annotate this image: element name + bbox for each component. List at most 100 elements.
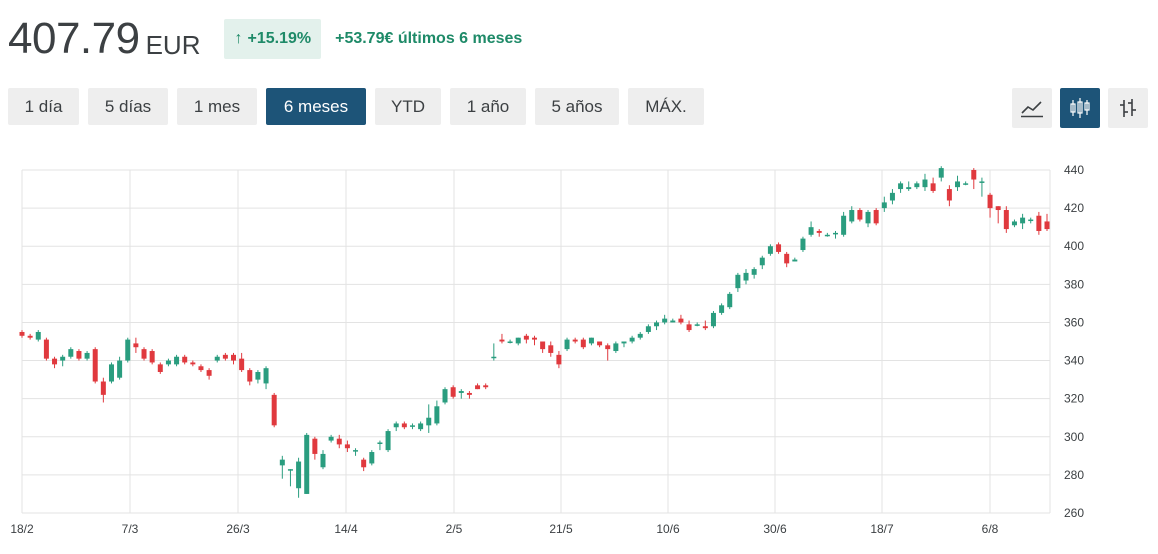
x-tick-label: 18/7 xyxy=(870,522,894,536)
price-chart[interactable]: 260 280 300 320 340 360 380 400 420 440 18/2 7/3 26/… xyxy=(0,150,1158,554)
candle-body xyxy=(694,324,700,326)
compare-button[interactable] xyxy=(1108,88,1148,128)
candle xyxy=(1011,219,1017,228)
candle xyxy=(873,208,879,226)
candle xyxy=(889,189,895,205)
candle xyxy=(499,333,505,344)
range-6-months-button[interactable]: 6 meses xyxy=(266,88,366,125)
candle-body xyxy=(475,385,481,390)
candle-body xyxy=(328,436,334,441)
candle xyxy=(174,354,180,367)
candle xyxy=(125,337,131,363)
candle xyxy=(182,354,188,365)
candle xyxy=(426,404,432,433)
candle xyxy=(792,257,798,262)
x-tick-label: 18/2 xyxy=(10,522,34,536)
range-max-button[interactable]: MÁX. xyxy=(628,88,704,125)
candle xyxy=(108,362,114,384)
candle xyxy=(304,432,310,494)
y-tick-label: 320 xyxy=(1064,392,1084,406)
candle-body xyxy=(141,349,147,359)
candle-body xyxy=(499,339,505,342)
candle xyxy=(458,389,464,399)
candle xyxy=(418,421,424,432)
candle-body xyxy=(76,351,82,359)
candle-body xyxy=(556,354,562,365)
candle-body xyxy=(361,459,367,468)
range-1-month-button[interactable]: 1 mes xyxy=(177,88,257,125)
candle xyxy=(670,318,676,323)
candle xyxy=(637,331,643,340)
candle-body xyxy=(605,345,611,350)
candle-body xyxy=(214,356,220,361)
candle-body xyxy=(662,318,668,323)
candle xyxy=(702,320,708,331)
candle xyxy=(1028,217,1034,224)
candle xyxy=(507,339,513,344)
change-percent-badge: ↑ +15.19% xyxy=(224,19,322,59)
candle xyxy=(694,322,700,327)
candle-body xyxy=(320,453,326,468)
candle-body xyxy=(35,331,41,340)
candle xyxy=(401,421,407,430)
candle xyxy=(206,368,212,380)
candle xyxy=(263,366,269,390)
candle xyxy=(198,364,204,372)
range-5-years-button[interactable]: 5 años xyxy=(535,88,619,125)
x-tick-label: 10/6 xyxy=(656,522,680,536)
candle xyxy=(898,181,904,193)
range-1-year-button[interactable]: 1 año xyxy=(450,88,526,125)
candle xyxy=(149,349,155,365)
candle-body xyxy=(353,450,359,452)
candle-body xyxy=(1028,219,1034,222)
candle xyxy=(849,206,855,224)
line-chart-button[interactable] xyxy=(1012,88,1052,128)
candle xyxy=(678,314,684,325)
candle-body xyxy=(271,394,277,426)
candle-body xyxy=(792,259,798,262)
x-tick-label: 2/5 xyxy=(446,522,463,536)
candle xyxy=(165,358,171,367)
candle xyxy=(133,337,139,353)
candle xyxy=(84,351,90,361)
candle-body xyxy=(743,272,749,281)
candle xyxy=(564,337,570,352)
candle xyxy=(621,341,627,348)
candle xyxy=(320,450,326,470)
candle-body xyxy=(418,423,424,430)
candle-body xyxy=(613,343,619,352)
candle xyxy=(808,221,814,237)
x-tick-label: 6/8 xyxy=(982,522,999,536)
candle-body xyxy=(198,366,204,371)
candle-body xyxy=(206,370,212,376)
candle-body xyxy=(735,274,741,289)
candle xyxy=(955,175,961,191)
candle xyxy=(450,385,456,399)
chart-type-toolbar xyxy=(1012,88,1156,128)
candle-body xyxy=(621,341,627,344)
candle xyxy=(654,320,660,331)
candle xyxy=(239,352,245,372)
arrow-up-icon: ↑ xyxy=(234,30,243,47)
candle-body xyxy=(222,354,228,359)
candle xyxy=(296,457,302,498)
candle xyxy=(369,450,375,466)
range-1-day-button[interactable]: 1 día xyxy=(8,88,79,125)
candle xyxy=(100,377,106,403)
candle xyxy=(385,429,391,453)
candlestick-chart-button[interactable] xyxy=(1060,88,1100,128)
candle-body xyxy=(759,257,765,266)
candle xyxy=(906,181,912,191)
y-tick-label: 440 xyxy=(1064,163,1084,177)
candle-body xyxy=(442,389,448,403)
candle-body xyxy=(19,331,25,336)
range-5-days-button[interactable]: 5 días xyxy=(88,88,168,125)
y-tick-label: 260 xyxy=(1064,506,1084,520)
candle-body xyxy=(369,452,375,464)
candle xyxy=(1003,206,1009,233)
candle-body xyxy=(678,318,684,323)
candle-body xyxy=(108,364,114,382)
candle-body xyxy=(377,442,383,444)
candle-body xyxy=(808,227,814,235)
range-ytd-button[interactable]: YTD xyxy=(375,88,441,125)
